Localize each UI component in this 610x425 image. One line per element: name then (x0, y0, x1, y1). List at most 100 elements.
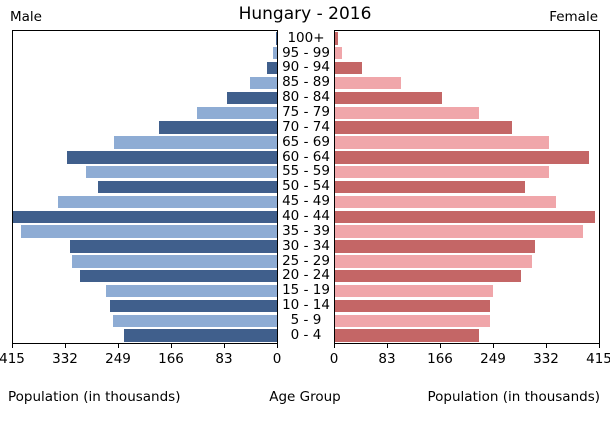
x-tick-label: 166 (158, 351, 184, 367)
female-bar-row (335, 298, 599, 313)
x-tick-label: 249 (105, 351, 131, 367)
female-bar (335, 240, 536, 253)
male-bar-row (13, 46, 277, 61)
male-bar (197, 106, 277, 119)
female-bar-row (335, 31, 599, 46)
age-group-label: 65 - 69 (282, 133, 330, 150)
x-tick-mark (334, 344, 335, 348)
age-group-label: 50 - 54 (282, 178, 330, 195)
male-bar (158, 121, 277, 134)
male-bar-row (13, 298, 277, 313)
x-tick-label: 332 (52, 351, 78, 367)
x-tick-label: 332 (533, 351, 559, 367)
x-tick-label: 0 (272, 351, 282, 367)
male-header: Male (10, 9, 42, 25)
female-bar-row (335, 328, 599, 343)
age-group-label: 35 - 39 (282, 222, 330, 239)
male-bar (273, 47, 277, 60)
female-bar (335, 91, 442, 105)
female-axis-label: Population (in thousands) (427, 389, 600, 405)
age-group-label: 80 - 84 (282, 89, 330, 106)
male-bar (113, 136, 277, 149)
female-bar-row (335, 76, 599, 91)
female-bar (335, 269, 521, 283)
female-header: Female (549, 9, 598, 25)
male-axis-label: Population (in thousands) (8, 389, 181, 405)
male-bar (86, 165, 277, 179)
age-group-label: 100+ (287, 29, 325, 46)
female-bar (335, 47, 342, 60)
male-bar (69, 240, 277, 253)
male-bar-row (13, 194, 277, 209)
female-bar-row (335, 150, 599, 165)
female-bar-row (335, 284, 599, 299)
x-tick-label: 249 (480, 351, 506, 367)
age-group-column: 100+ 95 - 99 90 - 94 85 - 89 80 - 84 75 - 79 7… (278, 30, 334, 344)
age-group-label: 55 - 59 (282, 163, 330, 180)
female-bar-row (335, 90, 599, 105)
x-tick-mark (440, 344, 441, 348)
male-bar-row (13, 150, 277, 165)
male-bar (124, 329, 277, 342)
male-bar-row (13, 254, 277, 269)
female-bar (335, 255, 532, 268)
male-bar-row (13, 120, 277, 135)
male-bar-row (13, 180, 277, 195)
female-bar (335, 32, 338, 45)
female-bar (335, 225, 584, 238)
age-group-label: 20 - 24 (282, 267, 330, 284)
age-group-label: 85 - 89 (282, 74, 330, 91)
age-group-label: 60 - 64 (282, 148, 330, 165)
female-bar (335, 195, 557, 209)
female-bar-row (335, 254, 599, 269)
x-tick-mark (493, 344, 494, 348)
male-bar-row (13, 269, 277, 284)
female-bar (335, 284, 493, 298)
male-bar (71, 255, 277, 268)
female-bar (335, 136, 550, 149)
x-tick-label: 0 (329, 351, 339, 367)
male-bar (112, 314, 277, 327)
x-tick-label: 83 (378, 351, 396, 367)
x-tick-mark (118, 344, 119, 348)
x-tick-mark (65, 344, 66, 348)
male-bar (58, 195, 277, 209)
x-tick-label: 415 (0, 351, 25, 367)
male-bars-container (13, 31, 277, 343)
age-group-label: 25 - 29 (282, 252, 330, 269)
female-bar (335, 180, 526, 194)
female-bar (335, 151, 589, 164)
x-tick-mark (387, 344, 388, 348)
male-bar-row (13, 76, 277, 91)
male-bar-row (13, 90, 277, 105)
female-bar-row (335, 61, 599, 76)
male-bar-row (13, 165, 277, 180)
age-group-label: 5 - 9 (290, 312, 322, 328)
female-bar (335, 210, 595, 223)
male-bar-row (13, 31, 277, 46)
male-bar (67, 151, 277, 164)
male-x-axis: 415 332 249 166 83 0 (0, 344, 281, 374)
x-tick-mark (277, 344, 278, 348)
male-bar-row (13, 328, 277, 343)
age-axis-label: Age Group (269, 389, 341, 405)
x-tick-mark (224, 344, 225, 348)
female-chart-panel (334, 30, 600, 344)
male-bar-row (13, 105, 277, 120)
chart-title: Hungary - 2016 (238, 4, 372, 24)
male-bar (97, 180, 277, 194)
male-bar (249, 76, 277, 90)
male-bar-row (13, 135, 277, 150)
age-group-label: 40 - 44 (282, 207, 330, 224)
x-tick-label: 83 (215, 351, 233, 367)
age-group-label: 30 - 34 (282, 237, 330, 254)
female-x-axis: 0 83 166 249 332 415 (330, 344, 610, 374)
female-bar (335, 314, 490, 327)
x-tick-mark (171, 344, 172, 348)
age-group-label: 90 - 94 (282, 59, 330, 76)
male-bar (13, 210, 277, 223)
male-bar-row (13, 239, 277, 254)
female-bar (335, 61, 362, 75)
female-bars-container (335, 31, 599, 343)
